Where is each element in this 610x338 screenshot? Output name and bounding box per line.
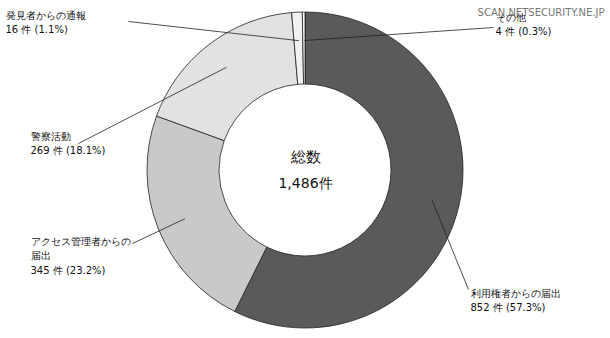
svg-text:利用権者からの届出852 件 (57.3%): 利用権者からの届出852 件 (57.3%) [471,288,561,314]
svg-text:1,486件: 1,486件 [278,175,332,191]
svg-text:総数: 総数 [290,148,321,166]
svg-text:発見者からの通報16 件 (1.1%): 発見者からの通報16 件 (1.1%) [6,10,86,35]
svg-text:警察活動269 件 (18.1%): 警察活動269 件 (18.1%) [31,131,106,157]
svg-text:アクセス管理者からの届出345 件 (23.2%): アクセス管理者からの届出345 件 (23.2%) [31,236,131,276]
svg-text:SCAN.NETSECURITY.NE.JP: SCAN.NETSECURITY.NE.JP [478,7,605,18]
